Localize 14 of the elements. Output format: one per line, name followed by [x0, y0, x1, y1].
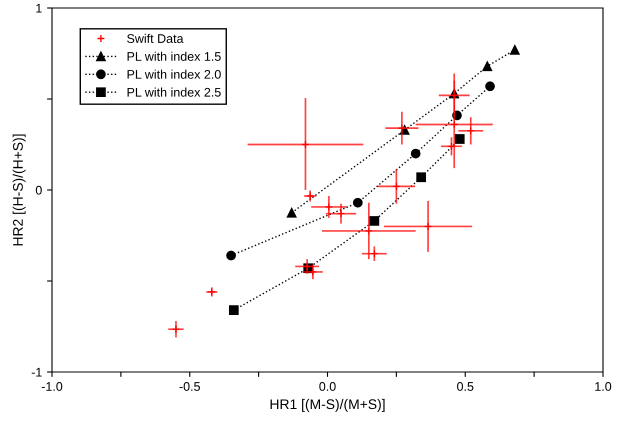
y-tick-label: -1	[32, 368, 42, 377]
legend-label: PL with index 2.5	[128, 88, 221, 97]
x-axis-title: HR1 [(M-S)/(M+S)]	[270, 398, 385, 412]
x-tick-label: 0.5	[457, 382, 474, 391]
legend-label: Swift Data	[127, 34, 184, 43]
x-tick-label: -1.0	[42, 382, 62, 391]
x-tick-label: 0.0	[319, 382, 336, 391]
y-tick-label: 1	[36, 4, 42, 13]
x-tick-label: -0.5	[180, 382, 200, 391]
x-tick-label: 1.0	[595, 382, 612, 391]
y-tick-label: 0	[36, 186, 42, 195]
legend-label: PL with index 2.0	[128, 70, 221, 79]
legend-label: PL with index 1.5	[128, 52, 221, 61]
y-axis-title: HR2 [(H-S)/(H+S)]	[12, 134, 26, 246]
